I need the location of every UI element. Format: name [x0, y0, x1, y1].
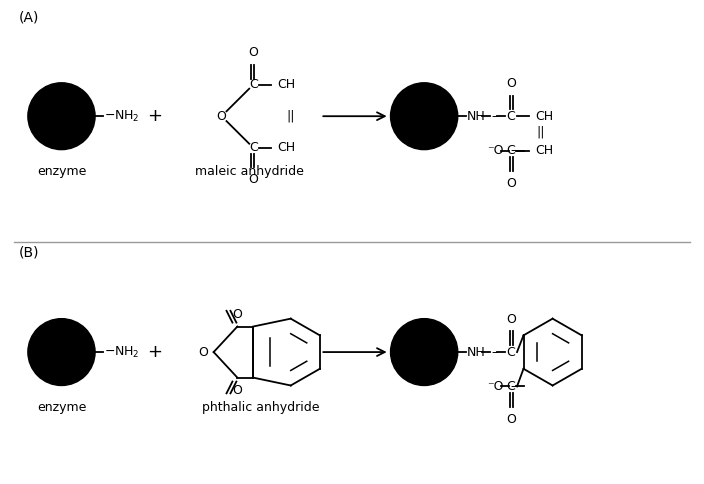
Text: O: O: [198, 346, 208, 359]
Text: O: O: [217, 110, 227, 123]
Circle shape: [391, 318, 458, 385]
Text: CH: CH: [535, 110, 553, 123]
Text: ||: ||: [536, 125, 545, 138]
Text: enzyme: enzyme: [37, 166, 86, 178]
Circle shape: [28, 83, 95, 150]
Text: CH: CH: [535, 144, 553, 157]
Text: O: O: [232, 383, 242, 396]
Text: C: C: [249, 141, 258, 154]
Text: C: C: [507, 110, 515, 123]
Text: (B): (B): [19, 246, 39, 260]
Text: phthalic anhydride: phthalic anhydride: [202, 401, 320, 414]
Text: C: C: [507, 346, 515, 359]
Circle shape: [28, 318, 95, 385]
Text: O: O: [506, 413, 516, 426]
Text: –: –: [510, 380, 516, 393]
Text: CH: CH: [277, 141, 295, 154]
Text: ||: ||: [287, 110, 295, 123]
Text: C: C: [507, 380, 515, 393]
Text: NH: NH: [467, 110, 485, 123]
Text: –: –: [510, 144, 516, 157]
Text: ⁻O: ⁻O: [487, 144, 504, 157]
Text: –: –: [491, 346, 498, 359]
Text: O: O: [506, 313, 516, 326]
Text: CH: CH: [277, 78, 295, 91]
Text: O: O: [248, 173, 258, 186]
Text: enzyme: enzyme: [37, 401, 86, 414]
Text: C: C: [249, 78, 258, 91]
Text: maleic anhydride: maleic anhydride: [195, 166, 303, 178]
Text: O: O: [506, 76, 516, 90]
Text: NH: NH: [467, 346, 485, 359]
Text: +: +: [147, 107, 162, 125]
Text: $-$NH$_2$: $-$NH$_2$: [104, 108, 139, 124]
Text: C: C: [507, 144, 515, 157]
Text: ⁻O: ⁻O: [487, 380, 504, 393]
Text: +: +: [147, 343, 162, 361]
Text: (A): (A): [19, 10, 39, 24]
Text: O: O: [232, 308, 242, 320]
Text: $-$NH$_2$: $-$NH$_2$: [104, 345, 139, 360]
Text: O: O: [248, 46, 258, 59]
Text: –: –: [491, 110, 498, 123]
Text: O: O: [506, 177, 516, 190]
Circle shape: [391, 83, 458, 150]
